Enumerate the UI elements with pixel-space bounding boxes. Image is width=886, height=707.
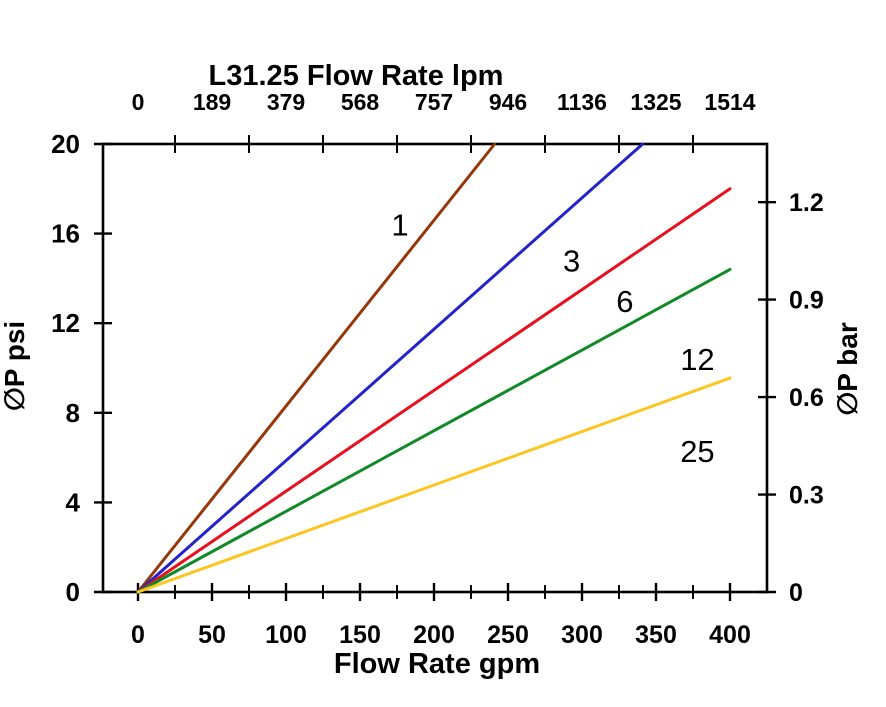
- top-axis-tick-label: 189: [193, 89, 231, 115]
- curve-3: [136, 142, 645, 594]
- curve-25: [136, 376, 732, 594]
- bottom-axis-tick-label: 100: [265, 621, 307, 649]
- right-axis-tick-label: 0: [789, 579, 803, 607]
- curve-label-3: 3: [563, 243, 580, 278]
- bottom-axis-tick-label: 350: [635, 621, 677, 649]
- curve-6: [136, 187, 732, 594]
- top-axis-tick-label: 757: [415, 89, 453, 115]
- curve-label-25: 25: [680, 434, 714, 469]
- left-axis-tick-label: 20: [51, 129, 80, 159]
- bottom-axis-title: Flow Rate gpm: [334, 648, 540, 680]
- curve-label-12: 12: [680, 342, 714, 377]
- bottom-axis-tick-label: 150: [339, 621, 381, 649]
- left-axis-tick-label: 8: [66, 398, 80, 428]
- right-axis-tick-label: 0.6: [789, 384, 824, 412]
- left-axis-tick-label: 0: [66, 577, 80, 607]
- top-axis-tick-label: 379: [267, 89, 305, 115]
- top-axis-tick-label: 1514: [704, 89, 755, 115]
- plot-frame: [101, 142, 769, 594]
- curve-12: [136, 267, 732, 594]
- top-axis-title: L31.25 Flow Rate lpm: [209, 60, 504, 92]
- bottom-axis-tick-label: 400: [709, 621, 751, 649]
- top-axis-tick-label: 568: [341, 89, 380, 115]
- curve-1: [136, 142, 497, 594]
- left-axis-tick-label: 4: [66, 487, 81, 517]
- curve-label-6: 6: [616, 284, 633, 319]
- right-axis-tick-label: 0.9: [789, 287, 824, 315]
- bottom-axis-tick-label: 50: [198, 621, 226, 649]
- right-axis-title: ∅P bar: [832, 322, 863, 416]
- left-axis-tick-label: 12: [51, 308, 80, 338]
- top-axis-tick-label: 1136: [557, 89, 607, 115]
- right-axis-tick-label: 0.3: [789, 482, 824, 510]
- bottom-axis-tick-label: 250: [487, 621, 529, 649]
- top-axis-tick-label: 0: [132, 89, 145, 115]
- left-axis-tick-label: 16: [51, 219, 80, 249]
- right-axis-tick-label: 1.2: [789, 189, 824, 217]
- left-axis-title: ∅P psi: [0, 321, 30, 411]
- bottom-axis-tick-label: 0: [131, 621, 145, 649]
- top-axis-tick-label: 946: [489, 89, 527, 115]
- curve-label-1: 1: [391, 208, 408, 243]
- bottom-axis-tick-label: 300: [561, 621, 603, 649]
- bottom-axis-tick-label: 200: [413, 621, 455, 649]
- top-axis-tick-label: 1325: [630, 89, 681, 115]
